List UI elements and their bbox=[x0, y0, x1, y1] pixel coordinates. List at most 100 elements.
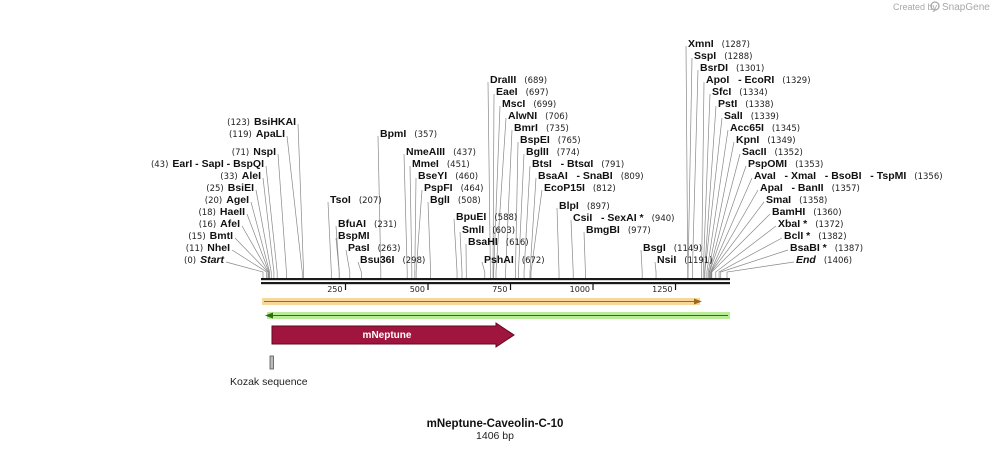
restriction-site[interactable]: AlwNI (706) bbox=[508, 110, 568, 122]
site-name[interactable]: NsiI bbox=[657, 254, 676, 266]
restriction-site[interactable]: MscI (699) bbox=[502, 98, 556, 110]
restriction-site[interactable]: EcoP15I (812) bbox=[544, 182, 616, 194]
site-name[interactable]: ApaI - BanII bbox=[760, 182, 824, 194]
site-name[interactable]: BmrI bbox=[514, 122, 538, 134]
restriction-site[interactable]: Acc65I (1345) bbox=[730, 122, 800, 134]
restriction-site[interactable]: BsaAI - SnaBI (809) bbox=[538, 170, 644, 182]
site-name[interactable]: BpuEI bbox=[456, 211, 486, 223]
restriction-site[interactable]: BsiEI (25) bbox=[206, 182, 254, 194]
site-name[interactable]: BglII bbox=[526, 146, 549, 158]
site-name[interactable]: NspI bbox=[253, 146, 276, 158]
restriction-site[interactable]: CsiI - SexAI * (940) bbox=[573, 212, 674, 224]
site-name[interactable]: PspFI bbox=[424, 182, 453, 194]
restriction-site[interactable]: TsoI (207) bbox=[330, 194, 382, 206]
site-name[interactable]: SmaI bbox=[766, 194, 791, 206]
site-name[interactable]: MmeI bbox=[412, 158, 439, 170]
restriction-site[interactable]: SmaI (1358) bbox=[766, 194, 827, 206]
site-name[interactable]: BglI bbox=[430, 194, 450, 206]
restriction-site[interactable]: MmeI (451) bbox=[412, 158, 470, 170]
site-name[interactable]: BseYI bbox=[418, 170, 447, 182]
kozak-box[interactable] bbox=[269, 355, 274, 370]
restriction-site[interactable]: BmgBI (977) bbox=[586, 224, 651, 236]
restriction-site[interactable]: DraIII (689) bbox=[490, 74, 547, 86]
site-name[interactable]: BsaBI * bbox=[790, 242, 828, 254]
restriction-site[interactable]: XbaI * (1372) bbox=[778, 218, 843, 230]
site-name[interactable]: NmeAIII bbox=[406, 146, 445, 158]
site-name[interactable]: BsgI bbox=[643, 242, 666, 254]
site-name[interactable]: CsiI - SexAI * bbox=[573, 212, 645, 224]
restriction-site[interactable]: BmtI (15) bbox=[188, 230, 233, 242]
site-name[interactable]: BlpI bbox=[559, 200, 579, 212]
site-name[interactable]: TsoI bbox=[330, 194, 351, 206]
site-name[interactable]: KpnI bbox=[736, 134, 759, 146]
site-name[interactable]: ApaLI bbox=[256, 128, 285, 140]
site-name[interactable]: ApoI - EcoRI bbox=[706, 74, 774, 86]
restriction-site[interactable]: AvaI - XmaI - BsoBI - TspMI (1356) bbox=[754, 170, 943, 182]
restriction-site[interactable]: EarI - SapI - BspQI (43) bbox=[151, 158, 264, 170]
site-name[interactable]: End bbox=[796, 254, 816, 266]
restriction-site[interactable]: XmnI (1287) bbox=[688, 38, 750, 50]
site-name[interactable]: DraIII bbox=[490, 74, 516, 86]
site-name[interactable]: PshAI bbox=[484, 254, 514, 266]
site-name[interactable]: HaeII bbox=[220, 206, 245, 218]
restriction-site[interactable]: BspMI bbox=[338, 230, 370, 242]
site-name[interactable]: AgeI bbox=[226, 194, 249, 206]
site-name[interactable]: AvaI - XmaI - BsoBI - TspMI bbox=[754, 170, 906, 182]
restriction-site[interactable]: NsiI (1191) bbox=[657, 254, 713, 266]
restriction-site[interactable]: PspOMI (1353) bbox=[748, 158, 823, 170]
site-name[interactable]: EarI - SapI - BspQI bbox=[172, 158, 264, 170]
restriction-site[interactable]: BtsI - BtsαI (791) bbox=[532, 158, 624, 170]
restriction-site[interactable]: NspI (71) bbox=[232, 146, 276, 158]
restriction-site[interactable]: ApaI - BanII (1357) bbox=[760, 182, 860, 194]
site-name[interactable]: PasI bbox=[348, 242, 370, 254]
restriction-site[interactable]: EaeI (697) bbox=[496, 86, 548, 98]
restriction-site[interactable]: PspFI (464) bbox=[424, 182, 483, 194]
restriction-site[interactable]: BspEI (765) bbox=[520, 134, 581, 146]
restriction-site[interactable]: NheI (11) bbox=[186, 242, 230, 254]
restriction-site[interactable]: HaeII (18) bbox=[198, 206, 245, 218]
restriction-site[interactable]: BglII (774) bbox=[526, 146, 580, 158]
site-name[interactable]: NheI bbox=[207, 242, 230, 254]
site-name[interactable]: PspOMI bbox=[748, 158, 787, 170]
restriction-site[interactable]: PstI (1338) bbox=[718, 98, 774, 110]
site-name[interactable]: Acc65I bbox=[730, 122, 764, 134]
restriction-site[interactable]: AleI (33) bbox=[220, 170, 261, 182]
kozak-feature[interactable]: Kozak sequence bbox=[230, 355, 308, 388]
restriction-site[interactable]: SmlI (603) bbox=[462, 224, 515, 236]
site-name[interactable]: SfcI bbox=[712, 86, 731, 98]
site-name[interactable]: BmgBI bbox=[586, 224, 620, 236]
mneptune-feature[interactable]: mNeptune bbox=[271, 322, 515, 348]
mneptune-arrow[interactable] bbox=[271, 322, 515, 348]
restriction-site[interactable]: NmeAIII (437) bbox=[406, 146, 476, 158]
site-name[interactable]: BclI * bbox=[784, 230, 811, 242]
restriction-site[interactable]: BsaBI * (1387) bbox=[790, 242, 863, 254]
site-name[interactable]: BsiHKAI bbox=[254, 116, 296, 128]
restriction-site[interactable]: BlpI (897) bbox=[559, 200, 610, 212]
site-name[interactable]: BfuAI bbox=[338, 218, 366, 230]
restriction-site[interactable]: BsiHKAI (123) bbox=[227, 116, 296, 128]
site-name[interactable]: PstI bbox=[718, 98, 737, 110]
restriction-site[interactable]: PshAI (672) bbox=[484, 254, 545, 266]
restriction-site[interactable]: BamHI (1360) bbox=[772, 206, 842, 218]
restriction-site[interactable]: BmrI (735) bbox=[514, 122, 569, 134]
site-name[interactable]: MscI bbox=[502, 98, 525, 110]
site-name[interactable]: SacII bbox=[742, 146, 767, 158]
site-name[interactable]: BsrDI bbox=[700, 62, 728, 74]
restriction-site[interactable]: End (1406) bbox=[796, 254, 852, 266]
restriction-site[interactable]: Bsu36I (298) bbox=[360, 254, 425, 266]
restriction-site[interactable]: BseYI (460) bbox=[418, 170, 478, 182]
site-name[interactable]: AleI bbox=[242, 170, 261, 182]
site-name[interactable]: BamHI bbox=[772, 206, 805, 218]
restriction-site[interactable]: BsgI (1149) bbox=[643, 242, 702, 254]
site-name[interactable]: BsiEI bbox=[228, 182, 254, 194]
restriction-site[interactable]: ApaLI (119) bbox=[229, 128, 285, 140]
restriction-site[interactable]: AgeI (20) bbox=[205, 194, 249, 206]
restriction-site[interactable]: SalI (1339) bbox=[724, 110, 779, 122]
site-name[interactable]: SalI bbox=[724, 110, 743, 122]
site-name[interactable]: SspI bbox=[694, 50, 716, 62]
restriction-site[interactable]: BclI * (1382) bbox=[784, 230, 847, 242]
site-name[interactable]: Start bbox=[200, 254, 224, 266]
site-name[interactable]: XbaI * bbox=[778, 218, 808, 230]
restriction-site[interactable]: SacII (1352) bbox=[742, 146, 803, 158]
site-name[interactable]: BspEI bbox=[520, 134, 550, 146]
